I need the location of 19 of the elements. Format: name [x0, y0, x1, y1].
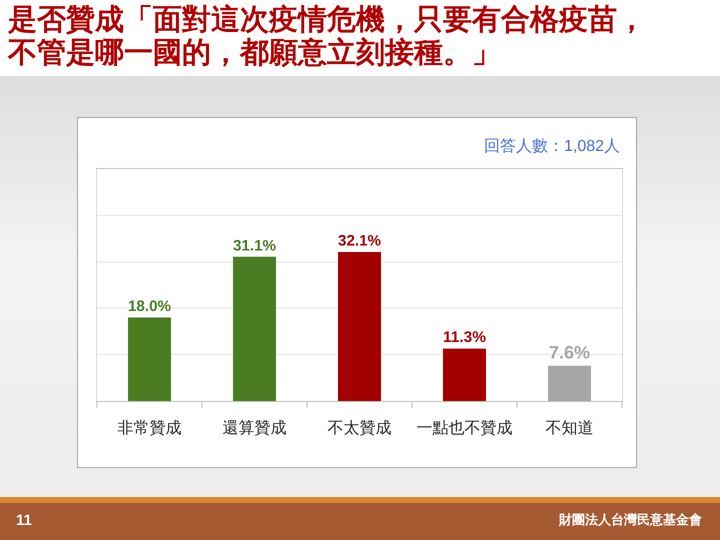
text: 回答人數：1,082人: [484, 138, 620, 155]
data-label: 7.6%: [548, 342, 590, 363]
x-tick-label: 還算贊成: [222, 419, 286, 438]
data-label: 31.1%: [232, 237, 277, 254]
data-label: 18.0%: [128, 298, 172, 316]
text: 財團法人台灣民意基金會: [559, 511, 702, 529]
bar: [128, 317, 172, 401]
data-label: 32.1%: [338, 232, 382, 250]
x-tick-label: 一點也不贊成: [416, 419, 512, 438]
bar: [338, 252, 382, 401]
data-label: 11.3%: [442, 329, 486, 346]
x-tick-label: 不知道: [546, 420, 594, 438]
bar: [548, 366, 592, 401]
text: 11: [16, 512, 32, 529]
bar: [442, 348, 486, 401]
chart-title: 是否贊成「面對這次疫情危機，只要有合格疫苗，不管是哪一國的，都願意立刻接種。」: [8, 4, 647, 70]
bar: [232, 256, 276, 401]
x-tick-label: 不太贊成: [328, 419, 392, 438]
x-tick-label: 非常贊成: [118, 419, 182, 438]
